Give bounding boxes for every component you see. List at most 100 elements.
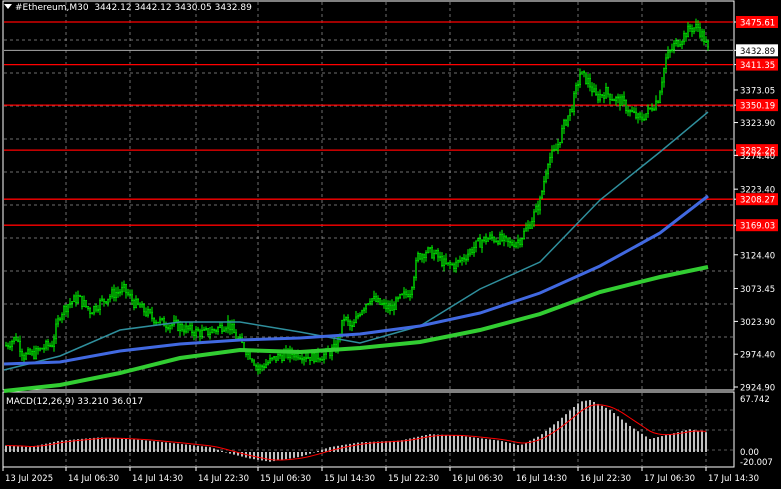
candle: [75, 291, 78, 307]
time-axis[interactable]: 13 Jul 2025 14 Jul 06:30 14 Jul 14:30 14 Ju…: [2, 467, 759, 484]
macd-bar: [577, 403, 579, 452]
candle: [583, 70, 586, 78]
candle: [211, 326, 214, 334]
macd-bar: [357, 442, 359, 452]
candle-body: [213, 329, 216, 331]
candle-body: [589, 78, 592, 88]
candle: [355, 311, 358, 324]
price-axis[interactable]: 3475.61 3432.89 3411.35 3373.05 3350.19 3323.…: [734, 16, 778, 394]
candle-body: [515, 242, 518, 247]
macd-bar: [329, 447, 331, 452]
dropdown-icon[interactable]: [4, 4, 12, 9]
candle-body: [353, 322, 356, 327]
candle-body: [575, 85, 578, 94]
candle-body: [591, 86, 594, 93]
macd-bar: [205, 446, 207, 452]
candle-body: [549, 157, 552, 166]
candle: [539, 195, 542, 215]
candle: [187, 325, 190, 334]
candle: [589, 73, 592, 92]
candle-body: [369, 301, 372, 304]
candle: [319, 357, 322, 363]
candle: [695, 18, 698, 32]
candle-body: [495, 240, 498, 243]
macd-axis-label: 0.00: [740, 448, 759, 458]
candle-body: [443, 258, 446, 266]
candle: [567, 115, 570, 128]
candle: [417, 251, 420, 263]
macd-bar: [177, 443, 179, 452]
candle: [651, 103, 654, 112]
macd-bar: [461, 436, 463, 452]
candle: [603, 92, 606, 104]
candle: [275, 356, 278, 364]
candle: [547, 163, 550, 180]
candle-body: [439, 256, 442, 258]
candle-body: [281, 355, 284, 361]
macd-bar: [449, 435, 451, 452]
candle-body: [153, 317, 156, 324]
macd-bar: [453, 435, 455, 452]
macd-bar: [137, 439, 139, 452]
macd-bar: [521, 444, 523, 452]
candle: [657, 100, 660, 104]
macd-bar: [657, 437, 659, 452]
macd-bar: [381, 441, 383, 452]
macd-bar: [349, 443, 351, 452]
candle: [489, 232, 492, 241]
candle-body: [649, 107, 652, 110]
candle: [95, 303, 98, 313]
macd-bar: [209, 447, 211, 452]
candle-body: [625, 100, 628, 111]
candle: [525, 222, 528, 232]
candle: [141, 301, 144, 308]
candle-body: [419, 253, 422, 260]
candle: [405, 288, 408, 299]
macd-bar: [189, 444, 191, 452]
candle: [515, 241, 518, 249]
candle: [253, 358, 256, 366]
candle: [227, 315, 230, 334]
candle: [495, 237, 498, 243]
macd-bar: [665, 435, 667, 452]
candle: [221, 322, 224, 334]
high-value: 3442.12: [134, 3, 172, 13]
candle: [289, 345, 292, 363]
candle-body: [577, 84, 580, 86]
candle: [79, 294, 82, 298]
candle: [223, 326, 226, 332]
candle: [707, 39, 710, 51]
candle: [51, 340, 54, 348]
candle-body: [255, 364, 258, 367]
price-label: 3124.40: [740, 251, 775, 261]
candle-body: [437, 250, 440, 258]
candle-body: [455, 261, 458, 269]
candle: [599, 89, 602, 103]
candle: [271, 357, 274, 362]
candle: [107, 298, 110, 307]
candle: [21, 348, 24, 361]
candle: [623, 91, 626, 106]
candle-body: [557, 144, 560, 151]
candle: [343, 314, 346, 327]
candle-body: [131, 294, 134, 302]
macd-bar: [65, 440, 67, 452]
level-lines: [4, 21, 733, 226]
macd-bar: [505, 442, 507, 452]
candle-body: [623, 96, 626, 101]
macd-bar: [689, 429, 691, 452]
candle: [71, 301, 74, 308]
candle: [265, 358, 268, 369]
macd-bar: [649, 439, 651, 452]
macd-bar: [29, 447, 31, 452]
candle-body: [91, 312, 94, 315]
candle-body: [691, 28, 694, 32]
candle-body: [501, 233, 504, 241]
macd-bar: [161, 442, 163, 452]
candle: [443, 255, 446, 272]
candle: [475, 240, 478, 253]
candle: [615, 95, 618, 106]
candle-body: [29, 349, 32, 355]
